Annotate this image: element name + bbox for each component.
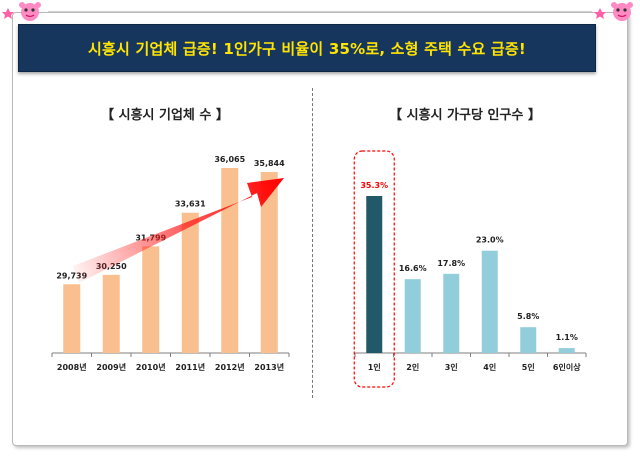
pink-mascot-icon-right bbox=[594, 2, 633, 21]
trend-arrow bbox=[73, 178, 284, 283]
tick-label-businesses-2: 2010년 bbox=[136, 362, 166, 372]
bar-businesses-1 bbox=[102, 274, 120, 353]
value-label-businesses-0: 29,739 bbox=[56, 271, 87, 280]
bar-businesses-3 bbox=[181, 212, 199, 353]
tick-label-businesses-4: 2012년 bbox=[215, 362, 245, 372]
value-label-household-4: 5.8% bbox=[517, 312, 539, 321]
tick-label-household-1: 2인 bbox=[406, 362, 419, 372]
bar-household-1 bbox=[404, 279, 421, 353]
bar-businesses-0 bbox=[63, 284, 81, 353]
headline-text: 시흥시 기업체 급증! 1인가구 비율이 35%로, 소형 주택 수요 급증! bbox=[88, 39, 526, 58]
tick-label-household-4: 5인 bbox=[522, 362, 535, 372]
bar-household-3 bbox=[481, 250, 498, 353]
tick-label-businesses-5: 2013년 bbox=[254, 362, 284, 372]
bar-household-0 bbox=[366, 196, 383, 353]
value-label-household-1: 16.6% bbox=[399, 264, 427, 273]
chart-title-household: 【 시흥시 가구당 인구수 】 bbox=[389, 108, 541, 123]
top-rule bbox=[48, 11, 592, 12]
value-label-businesses-5: 35,844 bbox=[254, 159, 285, 168]
bar-businesses-2 bbox=[142, 246, 160, 353]
bar-household-5 bbox=[558, 348, 575, 353]
chart-divider bbox=[312, 88, 313, 398]
value-label-household-2: 17.8% bbox=[437, 259, 465, 268]
value-label-household-0: 35.3% bbox=[360, 181, 388, 190]
value-label-household-5: 1.1% bbox=[556, 333, 578, 342]
headline-banner: 시흥시 기업체 급증! 1인가구 비율이 35%로, 소형 주택 수요 급증! bbox=[18, 24, 596, 72]
bar-businesses-4 bbox=[221, 167, 239, 353]
tick-label-household-5: 6인이상 bbox=[553, 362, 581, 372]
value-label-businesses-3: 33,631 bbox=[175, 200, 206, 209]
tick-label-businesses-3: 2011년 bbox=[175, 362, 205, 372]
bar-household-4 bbox=[520, 327, 537, 353]
value-label-businesses-4: 36,065 bbox=[214, 155, 245, 164]
pink-mascot-icon-left bbox=[2, 2, 41, 21]
value-label-household-3: 23.0% bbox=[476, 236, 504, 245]
highlight-box bbox=[353, 150, 395, 388]
bar-businesses-5 bbox=[260, 172, 278, 353]
tick-label-household-0: 1인 bbox=[368, 362, 381, 372]
chart-title-businesses: 【 시흥시 기업체 수 】 bbox=[101, 108, 229, 123]
slide-frame bbox=[12, 12, 628, 446]
tick-label-businesses-0: 2008년 bbox=[57, 362, 87, 372]
bar-household-2 bbox=[443, 273, 460, 353]
tick-label-businesses-1: 2009년 bbox=[96, 362, 126, 372]
tick-label-household-3: 4인 bbox=[483, 362, 496, 372]
tick-label-household-2: 3인 bbox=[445, 362, 458, 372]
